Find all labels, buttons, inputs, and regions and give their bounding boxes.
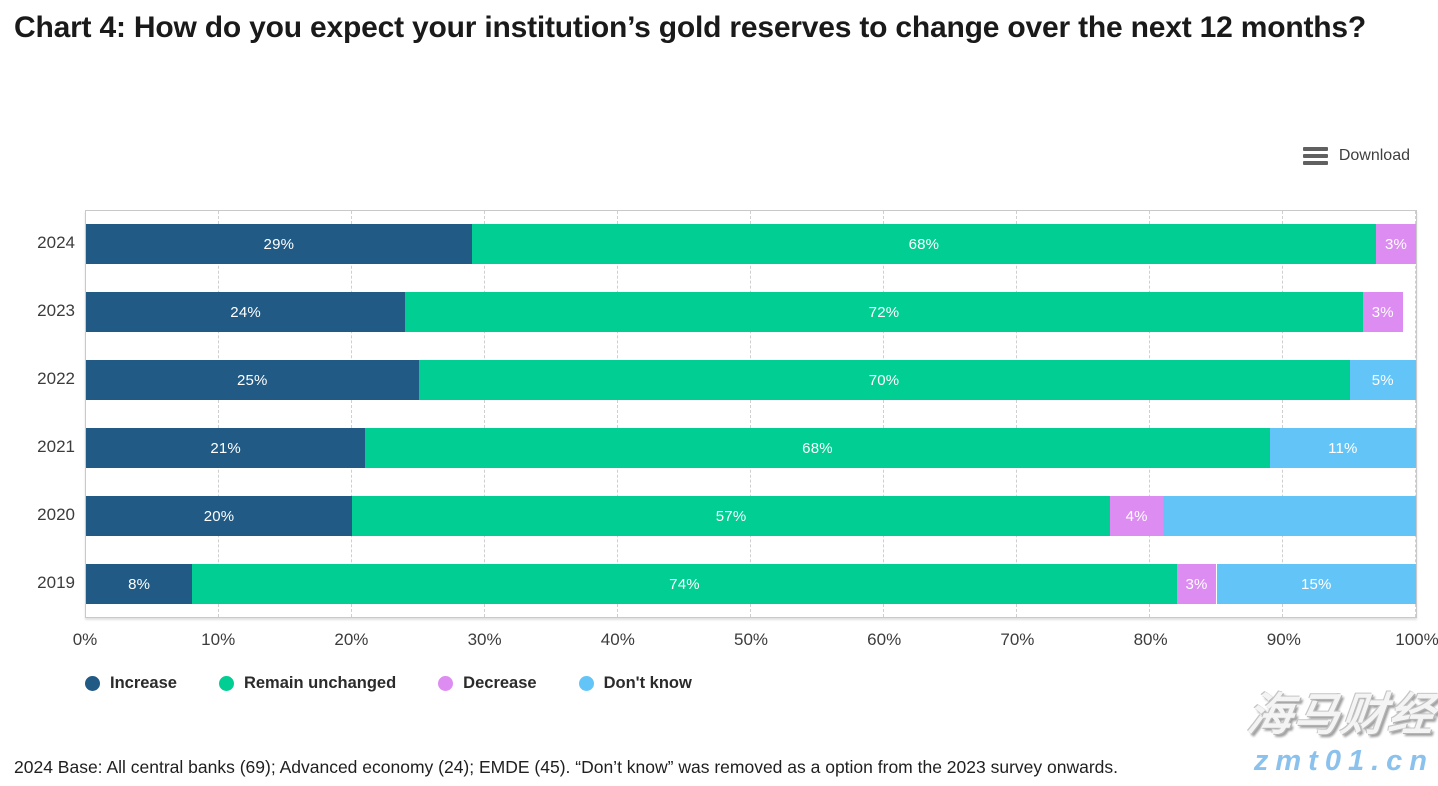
legend-item-don-t-know[interactable]: Don't know <box>578 674 692 693</box>
x-axis-label-20: 20% <box>334 630 369 649</box>
bar-segment-decrease[interactable]: 4% <box>1110 496 1164 536</box>
y-axis-label-2023: 2023 <box>37 301 75 320</box>
gridline <box>750 211 751 617</box>
bar-segment-decrease[interactable]: 3% <box>1176 564 1217 604</box>
x-axis-label-10: 10% <box>201 630 236 649</box>
y-axis-label-2024: 2024 <box>37 233 75 252</box>
legend-label: Decrease <box>463 674 537 692</box>
bar-row-2021: 21% 68% 11% <box>86 428 1416 468</box>
bar-segment-don-t-know[interactable]: 11% <box>1269 428 1416 468</box>
bar-value-label: 74% <box>669 575 700 593</box>
bar-value-label: 24% <box>230 303 261 321</box>
bar-value-label: 11% <box>1328 439 1358 457</box>
bar-value-label: 29% <box>263 235 295 253</box>
bar-value-label: 20% <box>203 507 235 525</box>
hamburger-menu-icon <box>1302 147 1328 165</box>
x-axis-label-90: 90% <box>1266 630 1301 649</box>
bar-segment-don-t-know[interactable] <box>1163 496 1416 536</box>
bar-value-label: 72% <box>868 303 900 321</box>
legend: Increase Remain unchanged Decrease Don't kn… <box>85 674 692 693</box>
bar-segment-don-t-know[interactable]: 15% <box>1216 564 1416 604</box>
bar-segment-increase[interactable]: 8% <box>86 564 193 604</box>
y-axis-label-2020: 2020 <box>37 505 75 524</box>
bar-row-2023: 24% 72% 3% <box>86 292 1416 332</box>
bar-value-label: 3% <box>1384 235 1408 253</box>
bar-segment-increase[interactable]: 20% <box>86 496 352 536</box>
bar-value-label: 68% <box>908 235 940 253</box>
bar-row-2020: 20% 57% 4% <box>86 496 1416 536</box>
gridline <box>1415 211 1416 617</box>
legend-label: Don't know <box>603 674 692 692</box>
bar-value-label: 3% <box>1371 303 1394 321</box>
bar-row-2024: 29% 68% 3% <box>86 224 1416 264</box>
bar-value-label: 5% <box>1371 371 1394 389</box>
gridline <box>484 211 485 617</box>
gridline <box>1149 211 1150 617</box>
x-axis-label-100: 100% <box>1395 630 1438 649</box>
footnote: 2024 Base: All central banks (69); Advan… <box>14 757 1119 777</box>
bar-segment-increase[interactable]: 24% <box>86 292 406 332</box>
bar-segment-decrease[interactable]: 3% <box>1376 224 1416 264</box>
bar-segment-remain-unchanged[interactable]: 72% <box>405 292 1363 332</box>
x-axis-label-40: 40% <box>600 630 635 649</box>
bar-segment-remain-unchanged[interactable]: 68% <box>471 224 1377 264</box>
legend-label: Increase <box>110 674 177 692</box>
x-axis-label-70: 70% <box>1000 630 1035 649</box>
legend-item-increase[interactable]: Increase <box>85 674 177 693</box>
x-axis-label-30: 30% <box>467 630 502 649</box>
gridline <box>883 211 884 617</box>
gridline <box>1016 211 1017 617</box>
gridline <box>218 211 219 617</box>
chart-title: Chart 4: How do you expect your institut… <box>14 11 1367 44</box>
watermark-brand: 海马财经 <box>1244 689 1438 740</box>
legend-item-remain-unchanged[interactable]: Remain unchanged <box>218 674 397 693</box>
gridline <box>351 211 352 617</box>
y-axis-label-2019: 2019 <box>37 573 75 592</box>
legend-item-decrease[interactable]: Decrease <box>438 674 537 693</box>
plot-area: 29% 68% 3% 24% 72% 3% 25% 70% 5% 21% 68% 11% 20% 57% 4… <box>85 210 1417 618</box>
bar-value-label: 57% <box>715 507 747 525</box>
legend-marker-icon <box>218 676 234 691</box>
legend-marker-icon <box>85 676 100 691</box>
bar-segment-remain-unchanged[interactable]: 74% <box>192 564 1177 604</box>
bar-segment-increase[interactable]: 29% <box>86 224 472 264</box>
bar-value-label: 70% <box>868 371 900 389</box>
x-axis-label-80: 80% <box>1133 630 1168 649</box>
bar-row-2019: 8% 74% 3% 15% <box>86 564 1416 604</box>
bar-segment-remain-unchanged[interactable]: 57% <box>352 496 1111 536</box>
legend-label: Remain unchanged <box>243 674 397 692</box>
gridline <box>617 211 618 617</box>
bar-segment-remain-unchanged[interactable]: 70% <box>418 360 1350 400</box>
legend-marker-icon <box>438 676 454 691</box>
bar-segment-remain-unchanged[interactable]: 68% <box>365 428 1270 468</box>
bar-value-label: 4% <box>1125 507 1148 525</box>
bar-segment-don-t-know[interactable]: 5% <box>1349 360 1416 400</box>
bar-value-label: 3% <box>1185 575 1208 593</box>
bar-value-label: 25% <box>236 371 268 389</box>
legend-marker-icon <box>578 676 594 691</box>
download-button[interactable]: Download <box>1302 142 1410 170</box>
bar-value-label: 8% <box>128 575 151 593</box>
x-axis-label-60: 60% <box>867 630 902 649</box>
y-axis-label-2022: 2022 <box>37 369 75 388</box>
bar-value-label: 21% <box>210 439 241 457</box>
bar-row-2022: 25% 70% 5% <box>86 360 1416 400</box>
bar-value-label: 68% <box>802 439 833 457</box>
gridline <box>1282 211 1283 617</box>
download-label: Download <box>1338 147 1410 164</box>
y-axis-label-2021: 2021 <box>37 437 75 456</box>
bar-value-label: 15% <box>1300 575 1332 593</box>
bar-segment-decrease[interactable]: 3% <box>1362 292 1403 332</box>
x-axis-label-50: 50% <box>733 630 769 649</box>
bar-segment-increase[interactable]: 25% <box>86 360 419 400</box>
bar-segment-increase[interactable]: 21% <box>86 428 366 468</box>
x-axis-label-0: 0% <box>72 630 98 649</box>
